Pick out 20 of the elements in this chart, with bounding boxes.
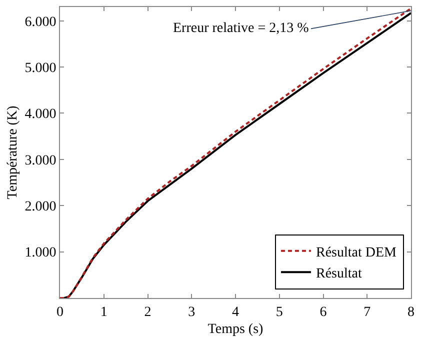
legend-label: Résultat DEM [316,245,398,260]
y-tick-label: 5.000 [24,60,56,76]
x-tick-label: 0 [56,304,64,320]
annotation: Erreur relative = 2,13 % [173,21,310,36]
x-tick-label: 8 [408,304,414,320]
x-axis-title: Temps (s) [208,322,264,338]
x-tick-label: 5 [276,304,283,320]
x-tick-label: 4 [232,304,239,320]
y-tick-label: 2.000 [24,200,56,215]
x-tick-label: 7 [364,304,371,320]
y-tick-label: 1.000 [24,246,56,261]
y-tick-label: 3.000 [24,153,56,168]
x-tick-label: 1 [100,304,108,320]
y-axis-title: Température (K) [5,105,20,200]
legend-label: Résultat [316,266,362,282]
y-tick-label: 4.000 [24,107,56,122]
x-tick-label: 3 [188,304,196,320]
y-tick-label: 6.000 [24,14,56,30]
x-tick-label: 6 [320,304,327,320]
x-tick-label: 2 [144,304,152,320]
